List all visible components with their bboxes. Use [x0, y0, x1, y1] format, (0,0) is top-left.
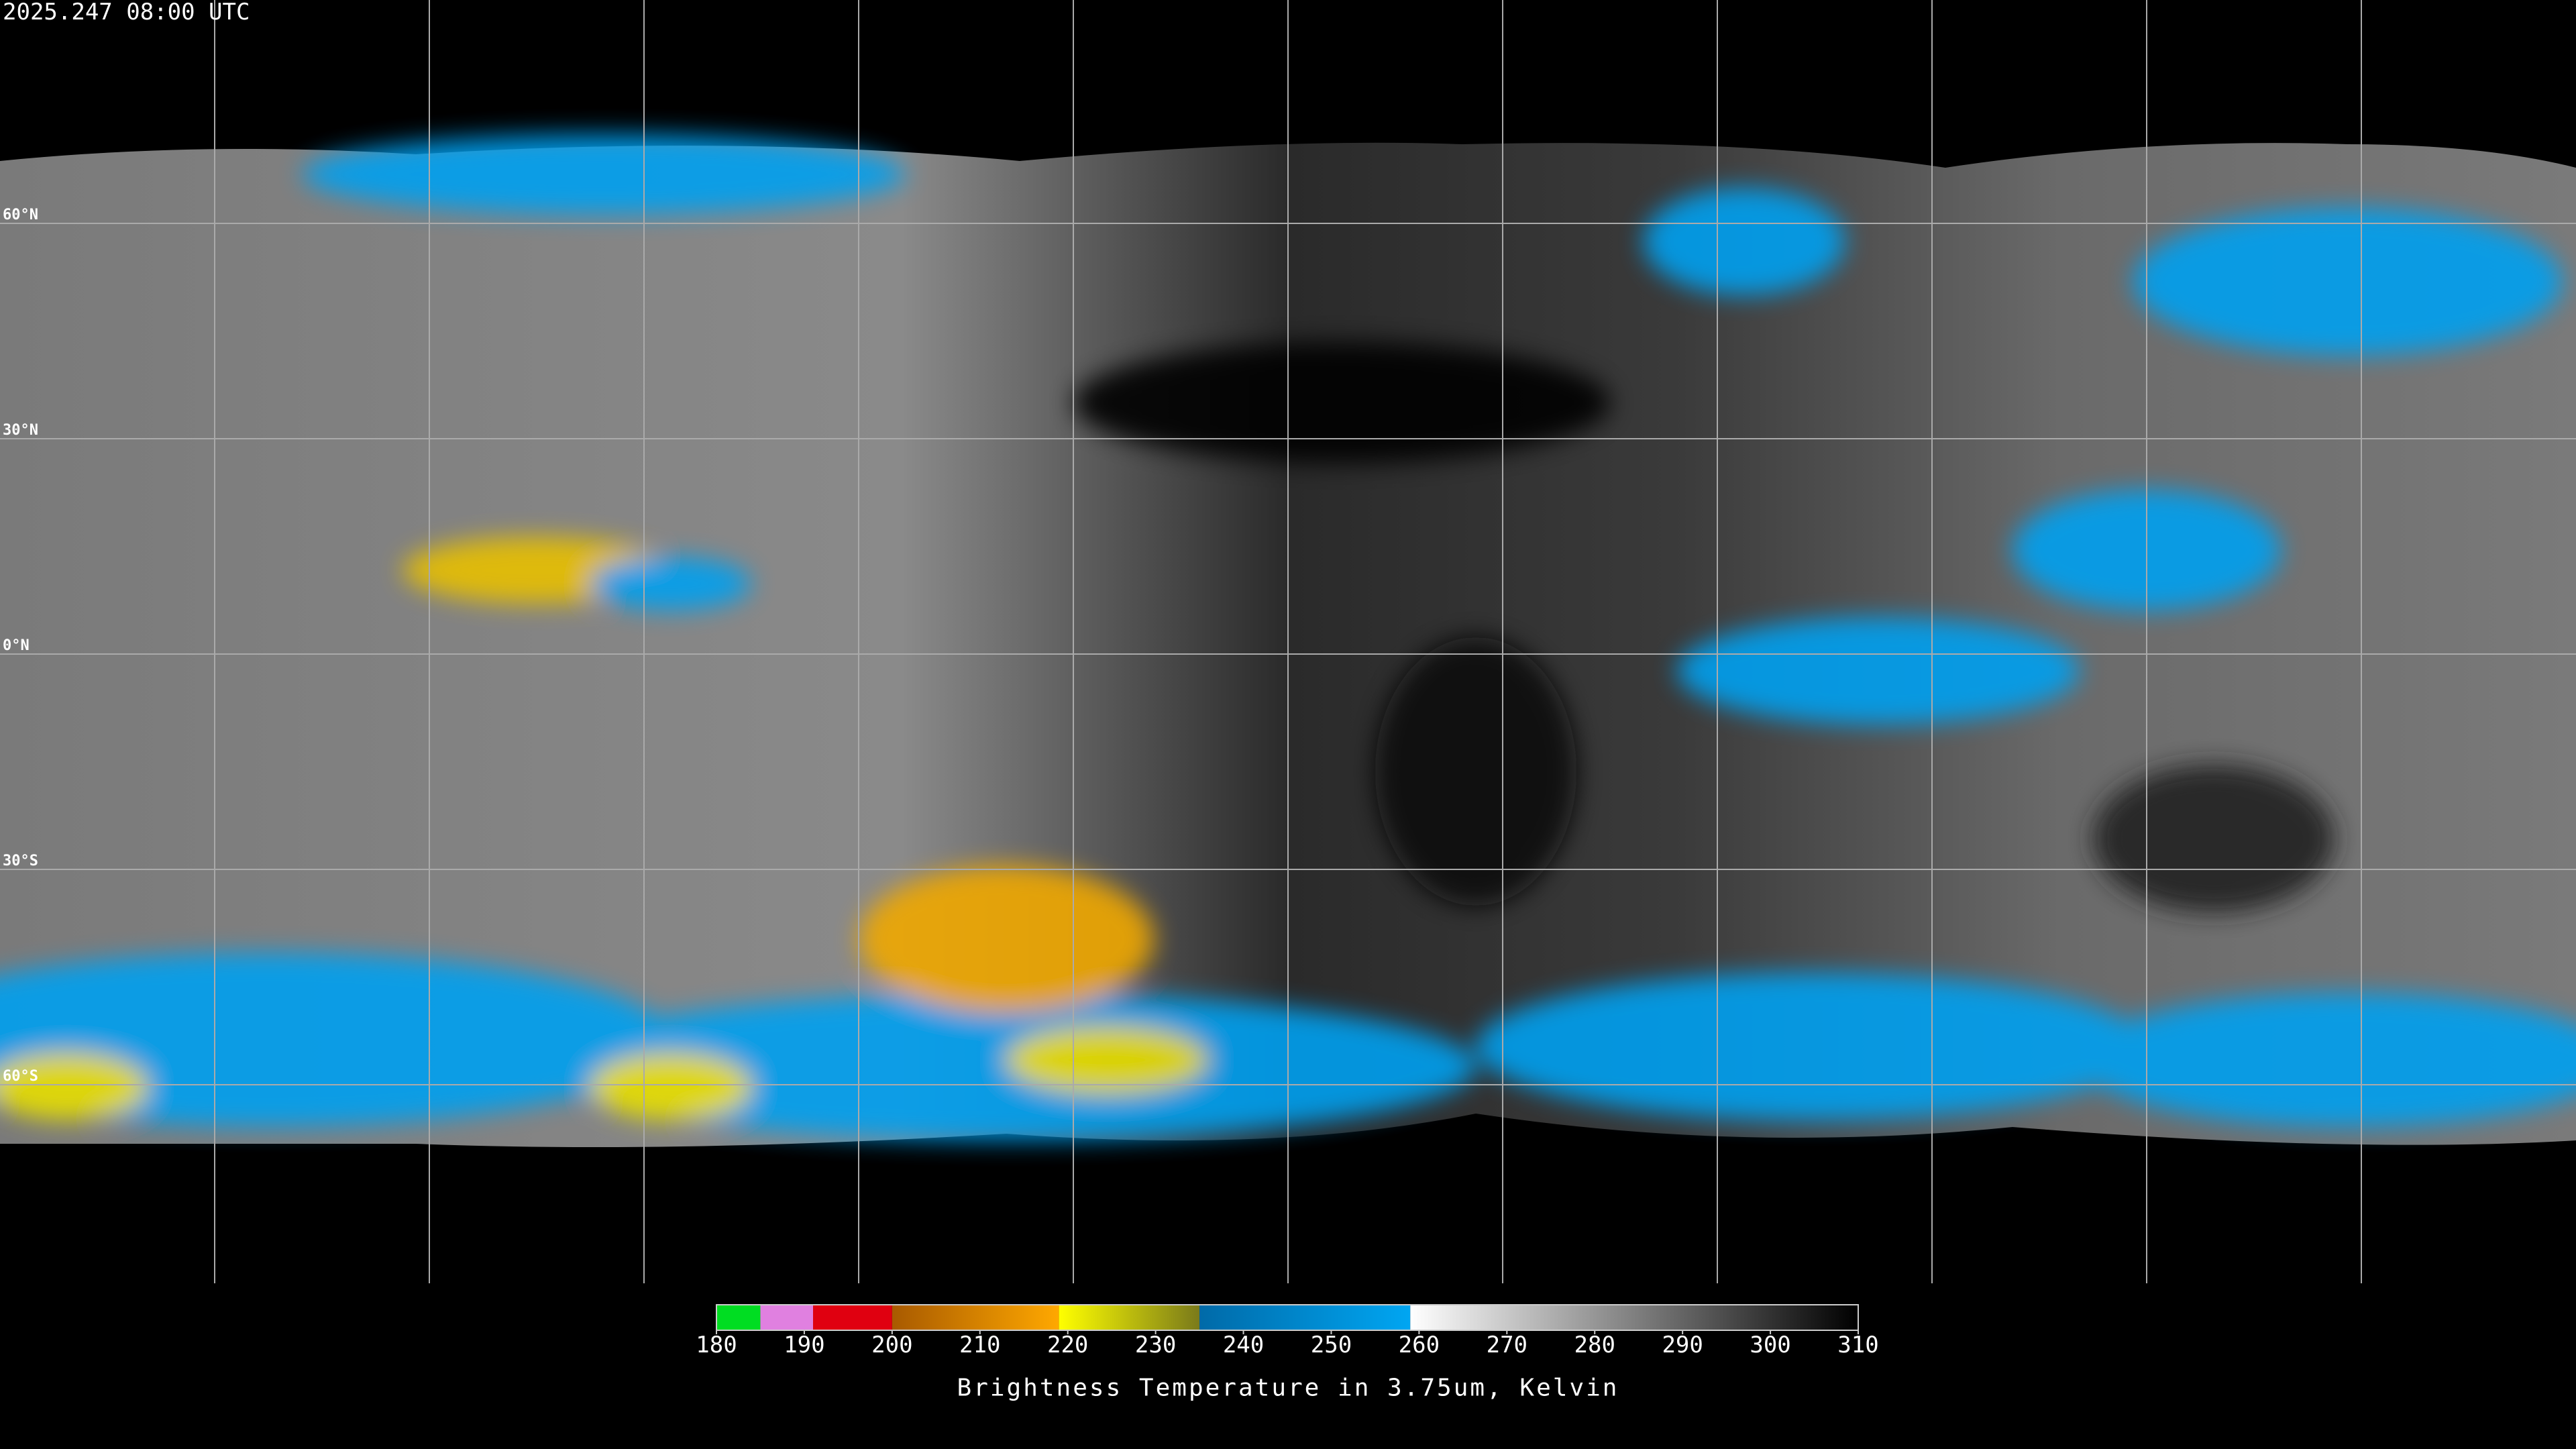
colorbar-segment — [1410, 1305, 1858, 1330]
colorbar-tick-label: 290 — [1662, 1332, 1703, 1358]
colorbar-segment — [813, 1305, 892, 1330]
colorbar-segment — [760, 1305, 814, 1330]
colorbar-tick-label: 200 — [871, 1332, 912, 1358]
lat-label: 30°S — [3, 853, 38, 869]
colorbar-segment — [1059, 1305, 1200, 1330]
colorbar-tick-label: 250 — [1311, 1332, 1352, 1358]
colorbar-tick-label: 240 — [1223, 1332, 1264, 1358]
colorbar-label: Brightness Temperature in 3.75um, Kelvin — [957, 1375, 1619, 1402]
colorbar-segment — [892, 1305, 1059, 1330]
lat-label: 30°N — [3, 422, 38, 439]
colorbar-tick-label: 300 — [1750, 1332, 1790, 1358]
colorbar-tick-label: 180 — [696, 1332, 737, 1358]
colorbar-tick-label: 280 — [1574, 1332, 1615, 1358]
colorbar-tick-label: 270 — [1487, 1332, 1527, 1358]
colorbar-tick-label: 210 — [959, 1332, 1000, 1358]
colorbar-tick-label: 230 — [1135, 1332, 1176, 1358]
colorbar-segment — [1199, 1305, 1411, 1330]
cloud-decoration — [0, 134, 2576, 1140]
colorbar: 180 190 200 210 220 230 240 250 260 270 280 290 300 3… — [696, 1304, 1879, 1358]
colorbar-frame — [716, 1304, 1859, 1331]
lat-label: 0°N — [3, 637, 30, 654]
colorbar-segment — [716, 1305, 761, 1330]
lat-label: 60°N — [3, 207, 38, 223]
colorbar-tick-label: 190 — [784, 1332, 824, 1358]
colorbar-tick-label: 220 — [1047, 1332, 1088, 1358]
lat-label: 60°S — [3, 1068, 38, 1085]
colorbar-tick-label: 310 — [1837, 1332, 1878, 1358]
timestamp: 2025.247 08:00 UTC — [3, 0, 250, 25]
graticule: 60°N 30°N 0°N 30°S 60°S — [0, 0, 2576, 1283]
colorbar-tick-label: 260 — [1399, 1332, 1440, 1358]
